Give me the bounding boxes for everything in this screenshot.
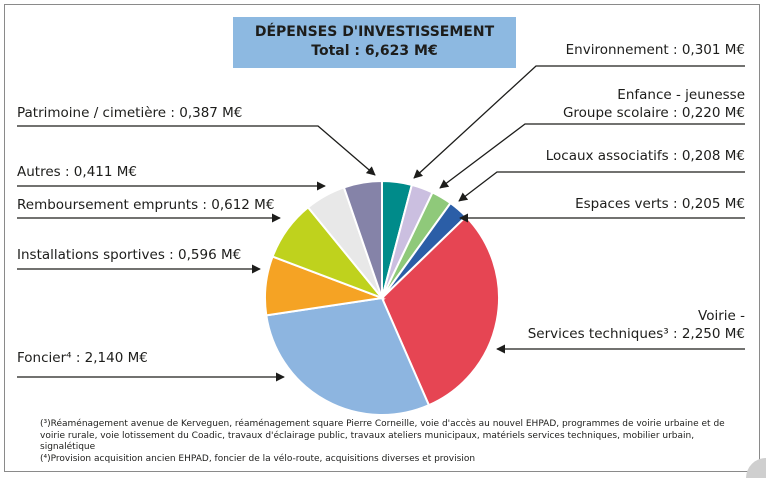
chart-title-box: DÉPENSES D'INVESTISSEMENT Total : 6,623 … [233,17,516,68]
page-curl-decoration [746,458,766,478]
slice-labels: Environnement : 0,301 M€ Enfance - jeunes… [17,42,745,366]
pie-slice-9 [342,179,383,299]
pie-slice-4 [380,215,500,407]
leader-line-9 [17,125,376,176]
slice-label-4-line-1: Services techniques³ : 2,250 M€ [528,326,745,342]
leader-line-1 [439,123,745,189]
slice-label-2: Locaux associatifs : 0,208 M€ [546,148,745,164]
footnotes: (³)Réaménagement avenue de Kerveguen, ré… [40,419,740,465]
slice-label-7: Remboursement emprunts : 0,612 M€ [17,197,274,213]
leader-line-0 [413,65,745,179]
slice-label-6: Installations sportives : 0,596 M€ [17,247,241,263]
slice-label-5: Foncier⁴ : 2,140 M€ [17,350,148,366]
slice-label-0: Environnement : 0,301 M€ [566,42,745,58]
pie-slice-5 [265,296,431,416]
footnote-3: (³)Réaménagement avenue de Kerveguen, ré… [40,419,725,452]
slice-label-4-line-0: Voirie - [698,308,745,324]
pie-slices [263,179,500,416]
chart-subtitle: Total : 6,623 M€ [311,43,438,59]
slice-label-9: Patrimoine / cimetière : 0,387 M€ [17,105,242,121]
leader-lines [17,65,745,382]
slice-label-1-line-0: Enfance - jeunesse [617,87,745,103]
slice-label-8: Autres : 0,411 M€ [17,164,137,180]
slice-label-3: Espaces verts : 0,205 M€ [575,196,745,212]
chart-title: DÉPENSES D'INVESTISSEMENT [254,24,495,40]
leader-line-2 [458,171,745,202]
slice-label-1-line-1: Groupe scolaire : 0,220 M€ [563,105,745,121]
footnote-4: (⁴)Provision acquisition ancien EHPAD, f… [40,453,476,464]
